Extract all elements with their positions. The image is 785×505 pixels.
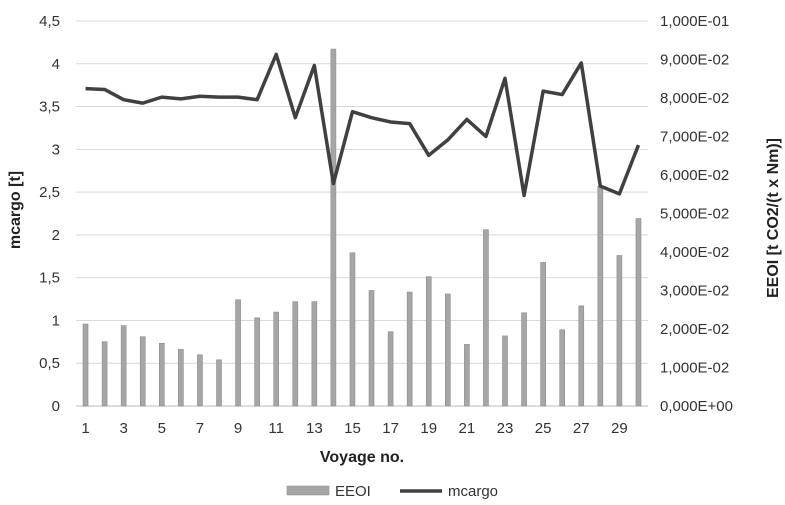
right-tick-label: 2,000E-02 [660,321,729,338]
x-tick-label: 1 [81,420,89,437]
left-axis-title: mcargo [t] [7,171,24,249]
left-tick-label: 3 [52,141,60,158]
left-tick-label: 3,5 [39,99,60,116]
left-tick-label: 4,5 [39,13,60,30]
x-tick-label: 15 [344,420,361,437]
eeoi-bar [464,344,470,407]
x-tick-label: 5 [158,420,166,437]
eeoi-bar [159,342,165,407]
x-tick-label: 11 [268,420,284,437]
eeoi-bar [235,299,241,407]
eeoi-bar [368,290,375,407]
left-tick-label: 2,5 [39,184,60,201]
eeoi-bar [139,336,146,407]
x-tick-label: 23 [497,420,514,437]
left-axis-ticks: 0 0,5 1 1,5 2 2,5 3 3,5 4 4,5 [39,13,60,415]
eeoi-bar [635,218,642,407]
eeoi-bar [578,305,585,407]
eeoi-bar [597,185,604,407]
x-tick-label: 27 [573,420,590,437]
eeoi-bar [254,317,260,407]
right-tick-label: 7,000E-02 [660,129,729,146]
right-tick-label: 9,000E-02 [660,52,729,69]
x-tick-label: 17 [382,420,399,437]
left-tick-label: 0,5 [39,355,60,372]
right-tick-label: 8,000E-02 [660,90,729,107]
x-tick-label: 3 [119,420,127,437]
x-tick-label: 7 [196,420,204,437]
legend: EEOI mcargo [286,483,498,500]
left-tick-label: 1 [52,312,60,329]
eeoi-bar [444,293,451,407]
left-tick-label: 0 [52,398,60,415]
eeoi-bar [311,301,318,407]
eeoi-bar [559,329,566,407]
x-axis-title: Voyage no. [320,449,404,466]
eeoi-bar [387,331,394,407]
x-tick-label: 25 [535,420,552,437]
eeoi-bar [120,325,127,407]
right-tick-label: 1,000E-02 [660,360,729,377]
right-axis-ticks: 0,000E+00 1,000E-02 2,000E-02 3,000E-02 4,00… [660,13,733,415]
eeoi-bar [197,354,203,407]
left-tick-label: 1,5 [39,270,60,287]
eeoi-bar [216,359,222,407]
x-axis-ticks: 1 3 5 7 9 11 13 15 17 19 21 23 25 27 29 [81,420,627,437]
x-tick-label: 21 [459,420,476,437]
legend-eeoi-swatch [286,485,330,496]
eeoi-bar [483,229,489,407]
x-tick-label: 29 [611,420,628,437]
eeoi-bar [616,255,623,407]
right-axis-title: EEOI [t CO2/(t x Nm)] [765,138,782,298]
eeoi-bar [521,312,527,407]
eeoi-bar [273,311,280,407]
x-tick-label: 9 [234,420,242,437]
legend-eeoi-label: EEOI [335,483,371,500]
eeoi-bar [406,291,413,407]
right-tick-label: 6,000E-02 [660,167,729,184]
eeoi-bar [292,301,299,407]
legend-mcargo-label: mcargo [448,483,498,500]
eeoi-bar [502,335,508,407]
eeoi-bar [349,252,356,407]
eeoi-bar [101,341,108,407]
right-tick-label: 5,000E-02 [660,206,729,223]
eeoi-bar [540,262,546,407]
right-tick-label: 0,000E+00 [660,398,733,415]
gridlines [76,20,648,407]
left-tick-label: 2 [52,227,60,244]
eeoi-bars [82,48,642,407]
mcargo-line [85,52,641,198]
right-tick-label: 1,000E-01 [660,13,729,30]
eeoi-bar [178,349,184,407]
right-tick-label: 3,000E-02 [660,283,729,300]
eeoi-bar [330,48,337,407]
x-tick-label: 19 [420,420,437,437]
left-tick-label: 4 [52,56,60,73]
eeoi-bar [82,323,89,407]
eeoi-bar [425,276,432,407]
right-tick-label: 4,000E-02 [660,244,729,261]
x-tick-label: 13 [306,420,323,437]
